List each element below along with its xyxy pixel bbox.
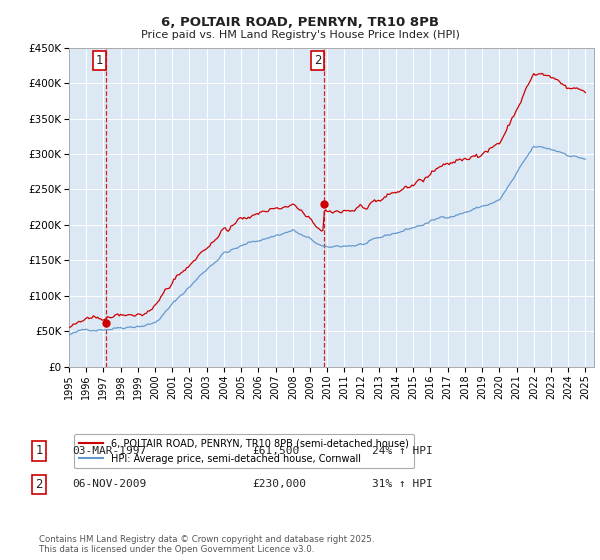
Text: 2: 2: [35, 478, 43, 491]
Text: 31% ↑ HPI: 31% ↑ HPI: [372, 479, 433, 489]
Text: 24% ↑ HPI: 24% ↑ HPI: [372, 446, 433, 456]
Text: Contains HM Land Registry data © Crown copyright and database right 2025.
This d: Contains HM Land Registry data © Crown c…: [39, 535, 374, 554]
Text: £61,500: £61,500: [252, 446, 299, 456]
Legend: 6, POLTAIR ROAD, PENRYN, TR10 8PB (semi-detached house), HPI: Average price, sem: 6, POLTAIR ROAD, PENRYN, TR10 8PB (semi-…: [74, 434, 413, 469]
Text: Price paid vs. HM Land Registry's House Price Index (HPI): Price paid vs. HM Land Registry's House …: [140, 30, 460, 40]
Text: £230,000: £230,000: [252, 479, 306, 489]
Text: 6, POLTAIR ROAD, PENRYN, TR10 8PB: 6, POLTAIR ROAD, PENRYN, TR10 8PB: [161, 16, 439, 29]
Text: 1: 1: [96, 54, 103, 67]
Text: 03-MAR-1997: 03-MAR-1997: [72, 446, 146, 456]
Text: 2: 2: [314, 54, 322, 67]
Text: 1: 1: [35, 444, 43, 458]
Text: 06-NOV-2009: 06-NOV-2009: [72, 479, 146, 489]
